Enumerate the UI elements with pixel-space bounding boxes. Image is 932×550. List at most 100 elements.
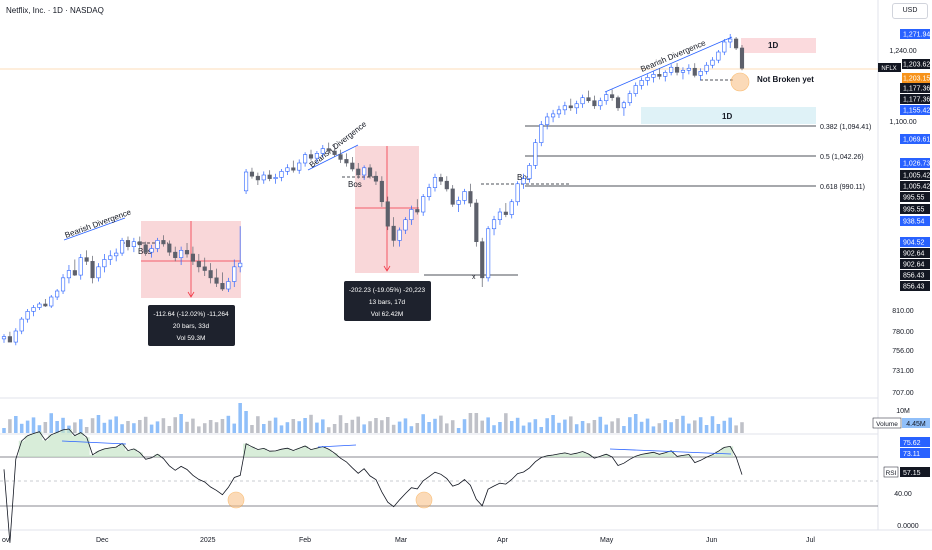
symbol-tag <box>878 63 901 72</box>
price-axis[interactable]: 1,240.00 1,100.00 810.00 780.00 756.00 7… <box>889 48 916 397</box>
price-tag <box>900 170 930 180</box>
price-tag <box>900 83 930 93</box>
currency-button[interactable]: USD <box>892 3 928 19</box>
volume-bar <box>14 416 18 433</box>
volume-bar <box>439 415 443 433</box>
candle <box>686 67 691 71</box>
volume-bar <box>250 425 254 433</box>
volume-bar <box>279 425 284 433</box>
rsi-tag-text: 75.62 <box>903 440 921 447</box>
annotation-label: Not Broken yet <box>757 75 814 84</box>
candle <box>456 200 461 205</box>
volume-bar <box>509 421 514 433</box>
rsi-value-tag <box>900 467 930 477</box>
candle <box>627 93 632 104</box>
candle <box>90 261 95 279</box>
price-tag-text: 1,155.42 <box>903 108 930 115</box>
candle <box>692 67 697 76</box>
price-tags: 1,271.94 1,203.62 1,203.15 1,177.36 1,177.36… <box>900 29 930 291</box>
price-tag <box>900 181 930 191</box>
volume-bar <box>291 419 296 433</box>
rsi-axis-label: 40.00 <box>894 491 912 498</box>
candle <box>474 202 479 243</box>
volume-bar <box>586 423 591 433</box>
volume-bar <box>285 422 290 433</box>
volume-bar <box>226 415 231 433</box>
candle <box>196 261 201 268</box>
volume-bar <box>368 421 372 433</box>
volume-bar <box>722 420 727 433</box>
candle <box>161 240 166 245</box>
time-axis[interactable]: ov Dec 2025 Feb Mar Apr May Jun Jul <box>2 537 815 544</box>
volume-bar <box>385 417 390 433</box>
symbol-tag-text: NFLX <box>881 66 896 72</box>
volume-bar <box>374 418 378 433</box>
candle <box>486 228 491 279</box>
candle <box>604 94 609 102</box>
candle <box>545 116 550 125</box>
volume-bar <box>639 421 644 433</box>
time-tick: May <box>600 537 614 544</box>
volume-bar <box>421 414 425 433</box>
price-tag-text: 904.52 <box>903 240 925 247</box>
candle <box>450 188 455 205</box>
volume-bar <box>138 420 142 433</box>
measure-tooltip: -202.23 (-19.05%) -20,223 13 bars, 17d V… <box>344 281 431 321</box>
price-tag-text: 938.54 <box>903 219 925 226</box>
candle <box>497 211 503 221</box>
candle <box>598 100 603 107</box>
volume-bar <box>309 414 313 433</box>
volume-bar <box>622 426 626 433</box>
volume-bar <box>569 416 573 433</box>
measure-tooltip-line: -202.23 (-19.05%) -20,223 <box>349 287 426 294</box>
volume-bar <box>8 419 12 433</box>
volume-bar <box>445 423 449 433</box>
price-tag <box>902 59 930 69</box>
candle <box>314 153 319 159</box>
candle <box>722 41 727 53</box>
candle <box>491 219 497 230</box>
volume-bar <box>273 417 278 433</box>
volume-bar <box>43 422 48 433</box>
volume-bar <box>450 420 455 433</box>
candle <box>167 243 172 253</box>
candle <box>610 94 615 98</box>
candle <box>533 142 538 166</box>
price-tag <box>900 248 930 258</box>
fib-label: 0.618 (990.11) <box>820 184 865 191</box>
volume-bar <box>31 417 36 433</box>
divergence-line <box>63 217 126 241</box>
rsi-tag <box>900 448 930 458</box>
volume-bar <box>256 416 260 433</box>
divergence-label: Bearish Divergence <box>639 38 707 74</box>
candle <box>243 171 249 192</box>
volume-bar <box>55 421 59 433</box>
fib-label: 0.382 (1,094.41) <box>820 124 871 131</box>
volume-bar <box>315 422 319 433</box>
price-tag-text: 1,271.94 <box>903 32 930 39</box>
volume-bar <box>214 422 219 433</box>
candle <box>480 241 485 279</box>
price-tag-text: 1,005.42 <box>903 173 930 180</box>
volume-bar <box>533 419 538 433</box>
candle <box>663 72 668 77</box>
volume-bar <box>208 420 213 433</box>
measure-tooltip-line: Vol 59.3M <box>177 335 206 342</box>
volume-bar <box>604 424 608 433</box>
volume-bar <box>19 423 24 433</box>
price-tag-text: 856.43 <box>903 284 925 291</box>
volume-bar <box>161 418 166 433</box>
candle <box>120 240 125 254</box>
volume-bar <box>303 418 307 433</box>
candle <box>60 277 66 292</box>
volume-bar <box>687 423 691 433</box>
volume-bar <box>704 425 709 433</box>
candles-group <box>1 33 745 346</box>
candle <box>179 250 184 258</box>
divergence-line <box>604 36 733 93</box>
candle <box>710 59 715 66</box>
price-tag <box>900 270 930 280</box>
resistance-zone-1d <box>741 38 816 53</box>
